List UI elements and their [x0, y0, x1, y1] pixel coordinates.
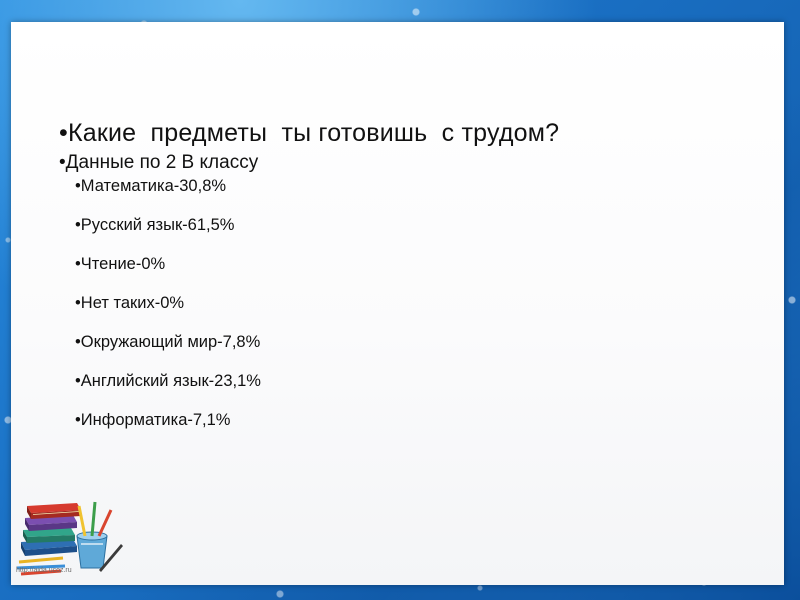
- item-bullet: •: [75, 294, 81, 312]
- item-text: Математика-30,8%: [80, 177, 227, 195]
- slide-subheading: •Данные по 2 В классу: [59, 152, 258, 174]
- item-bullet: •: [75, 255, 81, 273]
- item-bullet: •: [75, 411, 81, 429]
- slide-canvas: •Какие предметы ты готовишь с трудом? •Д…: [11, 22, 784, 585]
- list-item: •Английский язык-23,1%: [75, 371, 261, 410]
- item-bullet: •: [75, 333, 81, 351]
- list-item: •Информатика-7,1%: [75, 410, 261, 449]
- item-bullet: •: [75, 372, 81, 390]
- list-item: •Окружающий мир-7,8%: [75, 332, 261, 371]
- item-text: Чтение-0%: [80, 255, 166, 273]
- subject-list: •Математика-30,8% •Русский язык-61,5% •Ч…: [75, 176, 261, 449]
- item-text: Русский язык-61,5%: [80, 216, 235, 234]
- subheading-text: Данные по 2 В классу: [65, 152, 259, 173]
- list-item: •Математика-30,8%: [75, 176, 261, 215]
- list-item: •Чтение-0%: [75, 254, 261, 293]
- books-and-pencil-cup-icon: [16, 501, 123, 576]
- item-text: Английский язык-23,1%: [80, 372, 261, 390]
- item-text: Нет таких-0%: [80, 294, 185, 312]
- heading-bullet: •: [59, 119, 68, 147]
- heading-text: Какие предметы ты готовишь с трудом?: [67, 119, 560, 147]
- item-bullet: •: [75, 216, 81, 234]
- footer-url: http://aida.ucoz.ru: [16, 567, 72, 574]
- item-text: Информатика-7,1%: [80, 411, 231, 429]
- list-item: •Русский язык-61,5%: [75, 215, 261, 254]
- slide-heading: •Какие предметы ты готовишь с трудом?: [59, 119, 559, 148]
- item-bullet: •: [75, 177, 81, 195]
- item-text: Окружающий мир-7,8%: [80, 333, 261, 351]
- subheading-bullet: •: [59, 152, 66, 173]
- list-item: •Нет таких-0%: [75, 293, 261, 332]
